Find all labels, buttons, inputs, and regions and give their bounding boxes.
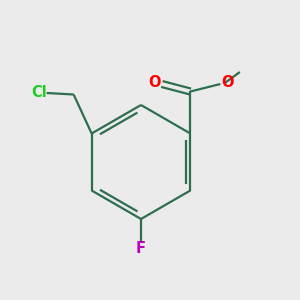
Text: F: F: [136, 241, 146, 256]
Text: O: O: [148, 75, 160, 90]
Text: Cl: Cl: [31, 85, 47, 100]
Text: O: O: [221, 75, 234, 90]
